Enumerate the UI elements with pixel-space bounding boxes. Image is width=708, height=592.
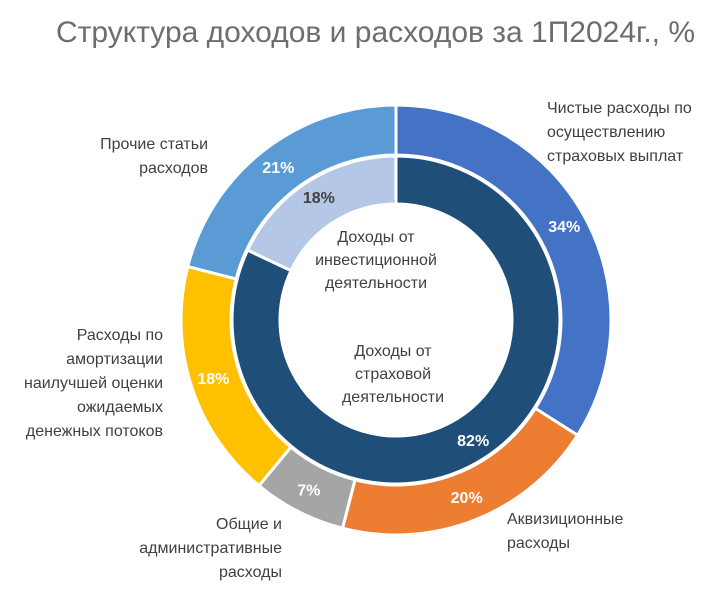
outer-value-label-3: 18% xyxy=(197,371,229,388)
inner-value-label-1: 18% xyxy=(303,190,335,207)
inner-slice-доходы-от xyxy=(245,154,398,273)
outer-label-admin: Общие и административные расходы xyxy=(139,516,282,581)
inner-label-insurance: Доходы от страховой деятельности xyxy=(341,343,445,406)
outer-value-label-4: 21% xyxy=(262,160,294,177)
outer-label-amortization: Расходы по амортизации наилучшей оценки … xyxy=(23,327,163,440)
outer-value-label-0: 34% xyxy=(548,219,580,236)
outer-value-label-1: 20% xyxy=(451,490,483,507)
outer-value-label-2: 7% xyxy=(297,483,320,500)
inner-value-label-0: 82% xyxy=(457,433,489,450)
outer-label-acquisition: Аквизиционные расходы xyxy=(507,511,624,552)
outer-label-net-claims: Чистые расходы по осуществлению страховы… xyxy=(547,100,692,165)
outer-label-other: Прочие статьи расходов xyxy=(100,136,208,177)
inner-label-investment: Доходы от инвестиционной деятельности xyxy=(315,229,437,292)
inner-slice-доходы-от xyxy=(230,154,562,486)
chart-title: Структура доходов и расходов за 1П2024г.… xyxy=(56,16,695,49)
